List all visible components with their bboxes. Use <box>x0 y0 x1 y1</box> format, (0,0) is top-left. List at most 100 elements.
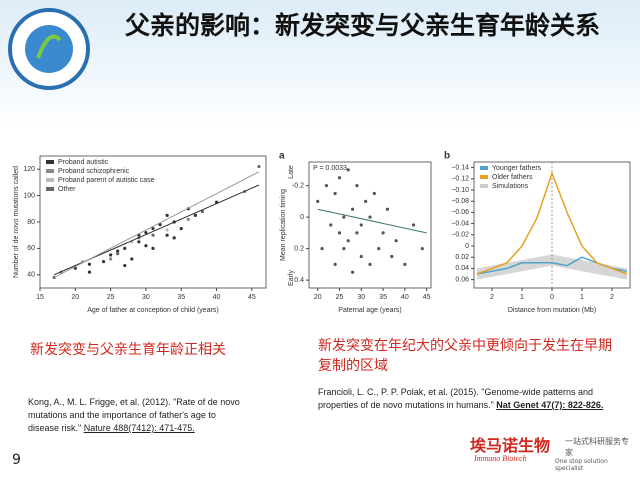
y-tick-label: 0.02 <box>455 254 469 261</box>
reference-link[interactable]: Nature 488(7412): 471-475. <box>83 423 195 433</box>
y-tick-label: 0 <box>300 214 304 221</box>
point <box>109 257 113 261</box>
point <box>144 230 148 235</box>
point <box>346 168 350 172</box>
y-tick-label: −0.02 <box>451 232 469 239</box>
legend-swatch <box>46 187 54 191</box>
x-tick-label: 15 <box>36 294 44 301</box>
x-tick-label: 45 <box>248 294 256 301</box>
reference-text: Francioli, L. C., P. P. Polak, et al. (2… <box>318 387 594 410</box>
fit-line <box>317 208 427 234</box>
point <box>333 191 337 196</box>
y-tick-label: 80 <box>27 219 35 226</box>
point <box>151 227 155 231</box>
y-axis-label: Mean replication timing <box>280 189 287 261</box>
point <box>350 270 355 274</box>
x-tick-label: 20 <box>314 294 322 301</box>
x-tick-label: 35 <box>177 294 185 301</box>
point <box>390 254 394 259</box>
x-tick-label: 25 <box>336 294 344 301</box>
logo-leaf <box>36 34 62 59</box>
annotation: P = 0.0033 <box>313 165 347 172</box>
point <box>165 213 169 217</box>
y-axis-label: Number of de novo mutations called <box>13 166 20 278</box>
point <box>172 236 176 240</box>
point <box>355 231 359 235</box>
line <box>476 170 628 275</box>
point <box>342 215 346 219</box>
chart: 2 1 0 1 2 −0.14 −0.12 −0.10 −0.08 −0.06 −0.04 −0.02… <box>444 151 631 314</box>
point <box>420 247 424 251</box>
y-tick-label: 0 <box>465 243 469 250</box>
legend-label: Other <box>58 186 76 193</box>
point <box>116 252 120 256</box>
legend-swatch <box>480 184 488 188</box>
point <box>333 262 337 266</box>
point <box>151 246 155 250</box>
logo <box>8 8 90 90</box>
x-tick-label: 2 <box>490 294 494 301</box>
reference: Kong, A., M. L. Frigge, et al. (2012). "… <box>28 396 243 435</box>
point <box>137 240 141 244</box>
x-tick-label: 30 <box>357 294 365 301</box>
point <box>87 270 92 274</box>
plot-frame <box>308 161 432 289</box>
fit-line <box>53 171 260 278</box>
x-tick-label: 2 <box>610 294 614 301</box>
point <box>337 176 342 180</box>
point <box>101 260 106 264</box>
legend-swatch <box>480 175 488 179</box>
y-tick-label: 0.06 <box>455 276 469 283</box>
legend-swatch <box>46 160 54 164</box>
y-tick-label: −0.08 <box>451 198 469 205</box>
y-tick-label: 120 <box>23 166 35 173</box>
chart: 20 25 30 35 40 45 -0.2 0 0.2 0.4 Paternal age (yea… <box>279 151 432 314</box>
x-tick-label: 45 <box>423 294 431 301</box>
page-number: 9 <box>12 452 21 468</box>
legend-swatch <box>46 178 54 182</box>
point <box>320 247 324 251</box>
point <box>116 249 120 253</box>
point <box>359 254 363 259</box>
point <box>377 247 381 251</box>
point <box>372 191 376 196</box>
y-tick-label: 40 <box>27 272 35 279</box>
point <box>130 257 134 261</box>
point <box>342 247 346 251</box>
y-tick-label: 100 <box>23 192 35 199</box>
brand: 埃马诺生物 Immuno Biotech 一站式科研服务专家 One stop … <box>470 432 635 476</box>
y-tick-label: −0.04 <box>451 220 469 227</box>
y-tick-label: 0.2 <box>294 245 304 252</box>
y-tick-label: −0.12 <box>451 176 469 183</box>
point <box>355 184 359 188</box>
point <box>186 217 190 221</box>
point <box>385 207 390 211</box>
caption: 新发突变在年纪大的父亲中更倾向于发生在早期复制的区域 <box>318 338 612 374</box>
logo-core <box>25 25 73 73</box>
legend-swatch <box>480 166 488 170</box>
point <box>411 223 416 227</box>
point <box>316 199 320 203</box>
reference-link[interactable]: Nat Genet 47(7): 822-826. <box>496 400 604 410</box>
point <box>87 262 92 266</box>
legend-label: Younger fathers <box>492 165 542 172</box>
point <box>257 164 261 169</box>
x-tick-label: 25 <box>107 294 115 301</box>
x-axis-label: Age of father at conception of child (ye… <box>87 307 219 314</box>
x-tick-label: 40 <box>213 294 221 301</box>
x-axis-label: Paternal age (years) <box>338 307 401 314</box>
legend-label: Older fathers <box>492 174 533 181</box>
y-end-label: Early <box>288 270 295 286</box>
point <box>368 262 372 266</box>
point <box>165 233 169 237</box>
x-tick-label: 20 <box>71 294 79 301</box>
point <box>359 223 363 227</box>
panel-label: b <box>444 151 450 162</box>
slide-title: 父亲的影响：新发突变与父亲生育年龄关系 <box>124 11 600 40</box>
point <box>144 244 148 248</box>
y-end-label: Late <box>288 165 295 179</box>
y-tick-label: −0.06 <box>451 209 469 216</box>
point <box>350 207 355 211</box>
panel-label: a <box>279 151 285 162</box>
legend-swatch <box>46 169 54 173</box>
